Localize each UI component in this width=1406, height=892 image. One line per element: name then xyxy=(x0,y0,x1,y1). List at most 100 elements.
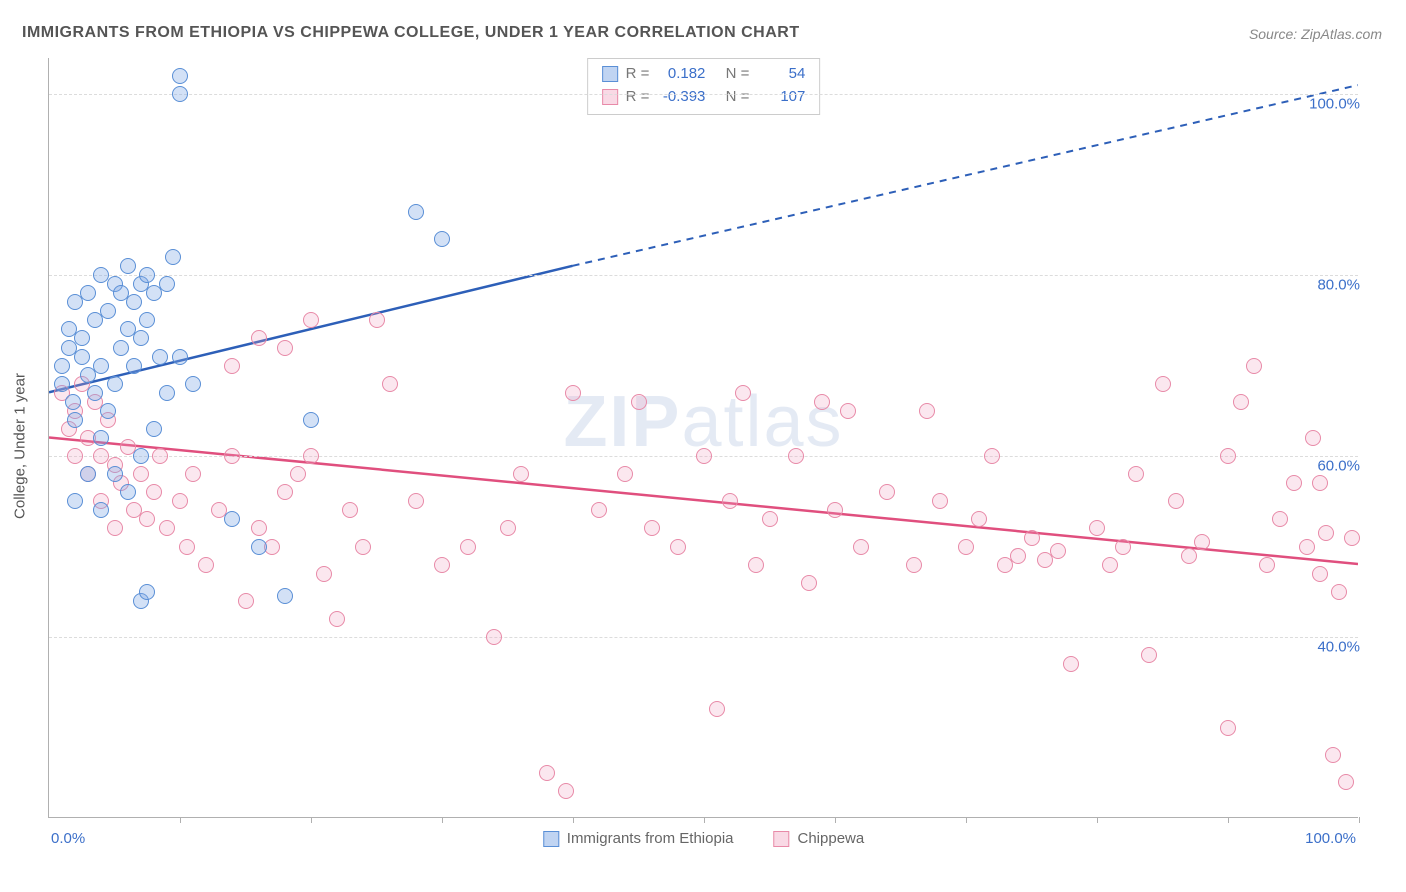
scatter-point-chippewa xyxy=(303,448,319,464)
scatter-point-chippewa xyxy=(277,484,293,500)
scatter-point-chippewa xyxy=(919,403,935,419)
scatter-point-chippewa xyxy=(303,312,319,328)
x-tick xyxy=(1228,817,1229,823)
y-tick-label: 100.0% xyxy=(1309,96,1360,113)
scatter-point-chippewa xyxy=(500,520,516,536)
scatter-point-chippewa xyxy=(513,466,529,482)
x-tick xyxy=(573,817,574,823)
scatter-point-chippewa xyxy=(1115,539,1131,555)
scatter-point-chippewa xyxy=(251,520,267,536)
scatter-point-ethiopia xyxy=(303,412,319,428)
gridline xyxy=(49,637,1358,638)
x-tick xyxy=(442,817,443,823)
scatter-point-chippewa xyxy=(329,611,345,627)
x-axis-end-label: 100.0% xyxy=(1305,830,1356,847)
scatter-point-chippewa xyxy=(558,783,574,799)
scatter-point-chippewa xyxy=(355,539,371,555)
legend-label-2: Chippewa xyxy=(798,830,865,847)
scatter-point-chippewa xyxy=(1325,747,1341,763)
scatter-point-chippewa xyxy=(1305,430,1321,446)
scatter-point-ethiopia xyxy=(165,249,181,265)
scatter-point-chippewa xyxy=(1299,539,1315,555)
y-tick-label: 40.0% xyxy=(1317,639,1360,656)
scatter-point-chippewa xyxy=(827,502,843,518)
scatter-point-ethiopia xyxy=(408,204,424,220)
watermark-bold: ZIP xyxy=(563,382,681,462)
scatter-point-chippewa xyxy=(722,493,738,509)
scatter-point-ethiopia xyxy=(113,340,129,356)
scatter-point-ethiopia xyxy=(65,394,81,410)
scatter-point-chippewa xyxy=(1063,656,1079,672)
scatter-point-ethiopia xyxy=(120,484,136,500)
scatter-point-chippewa xyxy=(1141,647,1157,663)
scatter-point-chippewa xyxy=(1024,530,1040,546)
scatter-point-chippewa xyxy=(984,448,1000,464)
scatter-point-chippewa xyxy=(1128,466,1144,482)
scatter-point-chippewa xyxy=(1233,394,1249,410)
scatter-point-ethiopia xyxy=(251,539,267,555)
scatter-point-chippewa xyxy=(67,448,83,464)
scatter-point-chippewa xyxy=(1331,584,1347,600)
scatter-point-ethiopia xyxy=(172,86,188,102)
scatter-point-ethiopia xyxy=(139,584,155,600)
scatter-point-chippewa xyxy=(185,466,201,482)
swatch-pink-icon xyxy=(602,89,618,105)
scatter-point-chippewa xyxy=(1286,475,1302,491)
y-tick-label: 60.0% xyxy=(1317,458,1360,475)
scatter-point-ethiopia xyxy=(54,376,70,392)
scatter-point-chippewa xyxy=(1259,557,1275,573)
x-tick xyxy=(1359,817,1360,823)
scatter-point-ethiopia xyxy=(107,466,123,482)
scatter-point-ethiopia xyxy=(139,267,155,283)
scatter-point-chippewa xyxy=(1168,493,1184,509)
scatter-point-chippewa xyxy=(224,448,240,464)
gridline xyxy=(49,94,1358,95)
scatter-point-ethiopia xyxy=(224,511,240,527)
scatter-point-chippewa xyxy=(1089,520,1105,536)
n-label-2: N = xyxy=(726,86,750,109)
scatter-point-ethiopia xyxy=(93,502,109,518)
y-axis-title: College, Under 1 year xyxy=(12,373,29,519)
scatter-point-ethiopia xyxy=(277,588,293,604)
legend-item-1: Immigrants from Ethiopia xyxy=(543,830,734,847)
scatter-point-ethiopia xyxy=(434,231,450,247)
scatter-point-chippewa xyxy=(1312,475,1328,491)
legend-label-1: Immigrants from Ethiopia xyxy=(567,830,734,847)
scatter-point-chippewa xyxy=(434,557,450,573)
scatter-point-chippewa xyxy=(342,502,358,518)
scatter-point-chippewa xyxy=(460,539,476,555)
scatter-point-chippewa xyxy=(290,466,306,482)
scatter-point-ethiopia xyxy=(54,358,70,374)
chart-title: IMMIGRANTS FROM ETHIOPIA VS CHIPPEWA COL… xyxy=(22,24,800,42)
stats-row-2: R = -0.393 N = 107 xyxy=(602,86,806,109)
scatter-point-chippewa xyxy=(1194,534,1210,550)
scatter-point-ethiopia xyxy=(159,276,175,292)
y-tick-label: 80.0% xyxy=(1317,277,1360,294)
n-value-1: 54 xyxy=(757,63,805,86)
scatter-point-chippewa xyxy=(735,385,751,401)
scatter-point-ethiopia xyxy=(126,294,142,310)
scatter-point-chippewa xyxy=(133,466,149,482)
x-tick xyxy=(311,817,312,823)
scatter-point-chippewa xyxy=(853,539,869,555)
plot-area: ZIPatlas R = 0.182 N = 54 R = -0.393 N =… xyxy=(48,58,1358,818)
scatter-point-chippewa xyxy=(1050,543,1066,559)
r-value-1: 0.182 xyxy=(657,63,705,86)
x-tick xyxy=(704,817,705,823)
scatter-point-chippewa xyxy=(146,484,162,500)
x-tick xyxy=(180,817,181,823)
scatter-point-chippewa xyxy=(159,520,175,536)
scatter-point-chippewa xyxy=(152,448,168,464)
scatter-point-ethiopia xyxy=(152,349,168,365)
scatter-point-chippewa xyxy=(251,330,267,346)
trend-lines-layer xyxy=(49,58,1358,817)
scatter-point-ethiopia xyxy=(133,448,149,464)
scatter-point-chippewa xyxy=(486,629,502,645)
scatter-point-ethiopia xyxy=(100,303,116,319)
n-label-1: N = xyxy=(726,63,750,86)
scatter-point-ethiopia xyxy=(172,68,188,84)
scatter-point-chippewa xyxy=(840,403,856,419)
scatter-point-chippewa xyxy=(316,566,332,582)
scatter-point-chippewa xyxy=(617,466,633,482)
scatter-point-chippewa xyxy=(107,520,123,536)
